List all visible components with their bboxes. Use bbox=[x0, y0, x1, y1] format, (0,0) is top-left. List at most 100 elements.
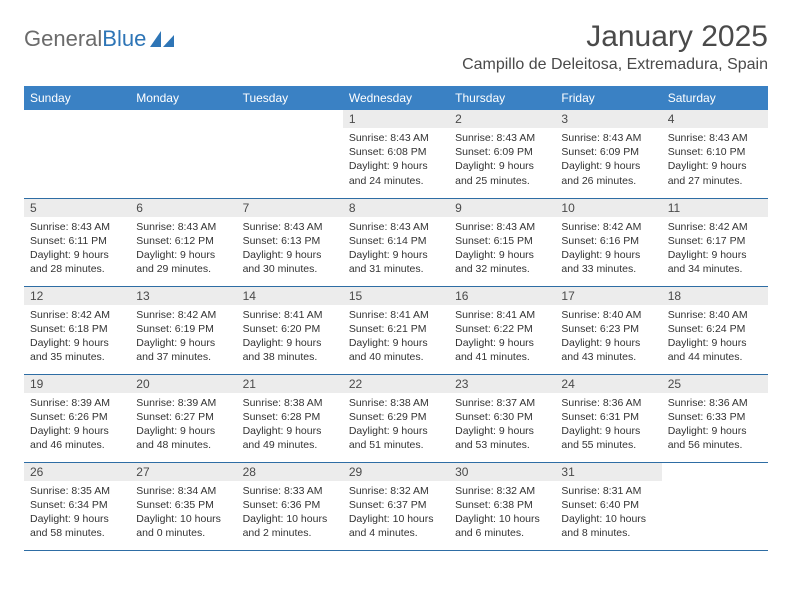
header: GeneralBlue January 2025 Campillo de Del… bbox=[24, 20, 768, 74]
month-title: January 2025 bbox=[462, 20, 768, 54]
daylight-line-1: Daylight: 9 hours bbox=[455, 336, 549, 350]
calendar-week-row: 12Sunrise: 8:42 AMSunset: 6:18 PMDayligh… bbox=[24, 286, 768, 374]
daylight-line-2: and 43 minutes. bbox=[561, 350, 655, 364]
daylight-line-2: and 55 minutes. bbox=[561, 438, 655, 452]
daylight-line-1: Daylight: 9 hours bbox=[243, 336, 337, 350]
daylight-line-1: Daylight: 10 hours bbox=[455, 512, 549, 526]
sunrise-text: Sunrise: 8:34 AM bbox=[136, 484, 230, 498]
day-number: 27 bbox=[130, 463, 236, 481]
calendar-day-cell bbox=[662, 462, 768, 550]
day-details: Sunrise: 8:33 AMSunset: 6:36 PMDaylight:… bbox=[237, 481, 343, 545]
calendar-table: Sunday Monday Tuesday Wednesday Thursday… bbox=[24, 86, 768, 551]
sunrise-text: Sunrise: 8:40 AM bbox=[561, 308, 655, 322]
sunrise-text: Sunrise: 8:42 AM bbox=[561, 220, 655, 234]
calendar-day-cell bbox=[237, 110, 343, 198]
day-details: Sunrise: 8:39 AMSunset: 6:26 PMDaylight:… bbox=[24, 393, 130, 457]
day-number: 24 bbox=[555, 375, 661, 393]
sunrise-text: Sunrise: 8:41 AM bbox=[349, 308, 443, 322]
sunset-text: Sunset: 6:12 PM bbox=[136, 234, 230, 248]
sunset-text: Sunset: 6:18 PM bbox=[30, 322, 124, 336]
calendar-day-cell: 12Sunrise: 8:42 AMSunset: 6:18 PMDayligh… bbox=[24, 286, 130, 374]
weekday-header: Sunday bbox=[24, 86, 130, 110]
daylight-line-1: Daylight: 10 hours bbox=[349, 512, 443, 526]
day-number: 8 bbox=[343, 199, 449, 217]
day-details: Sunrise: 8:42 AMSunset: 6:18 PMDaylight:… bbox=[24, 305, 130, 369]
day-details: Sunrise: 8:34 AMSunset: 6:35 PMDaylight:… bbox=[130, 481, 236, 545]
sunrise-text: Sunrise: 8:40 AM bbox=[668, 308, 762, 322]
daylight-line-2: and 8 minutes. bbox=[561, 526, 655, 540]
sunrise-text: Sunrise: 8:42 AM bbox=[668, 220, 762, 234]
day-number: 17 bbox=[555, 287, 661, 305]
sunrise-text: Sunrise: 8:35 AM bbox=[30, 484, 124, 498]
calendar-day-cell: 19Sunrise: 8:39 AMSunset: 6:26 PMDayligh… bbox=[24, 374, 130, 462]
sunset-text: Sunset: 6:19 PM bbox=[136, 322, 230, 336]
daylight-line-2: and 28 minutes. bbox=[30, 262, 124, 276]
sunrise-text: Sunrise: 8:43 AM bbox=[455, 131, 549, 145]
daylight-line-2: and 44 minutes. bbox=[668, 350, 762, 364]
sunset-text: Sunset: 6:16 PM bbox=[561, 234, 655, 248]
daylight-line-2: and 2 minutes. bbox=[243, 526, 337, 540]
sunset-text: Sunset: 6:33 PM bbox=[668, 410, 762, 424]
sunset-text: Sunset: 6:13 PM bbox=[243, 234, 337, 248]
sunrise-text: Sunrise: 8:37 AM bbox=[455, 396, 549, 410]
daylight-line-2: and 38 minutes. bbox=[243, 350, 337, 364]
daylight-line-1: Daylight: 9 hours bbox=[349, 336, 443, 350]
weekday-header: Tuesday bbox=[237, 86, 343, 110]
sunset-text: Sunset: 6:37 PM bbox=[349, 498, 443, 512]
sunrise-text: Sunrise: 8:32 AM bbox=[455, 484, 549, 498]
day-number: 23 bbox=[449, 375, 555, 393]
daylight-line-1: Daylight: 9 hours bbox=[136, 336, 230, 350]
calendar-day-cell: 5Sunrise: 8:43 AMSunset: 6:11 PMDaylight… bbox=[24, 198, 130, 286]
daylight-line-1: Daylight: 9 hours bbox=[561, 336, 655, 350]
sunset-text: Sunset: 6:40 PM bbox=[561, 498, 655, 512]
calendar-day-cell: 24Sunrise: 8:36 AMSunset: 6:31 PMDayligh… bbox=[555, 374, 661, 462]
day-details: Sunrise: 8:42 AMSunset: 6:17 PMDaylight:… bbox=[662, 217, 768, 281]
sunset-text: Sunset: 6:34 PM bbox=[30, 498, 124, 512]
brand-word-2: Blue bbox=[102, 26, 146, 52]
title-block: January 2025 Campillo de Deleitosa, Extr… bbox=[462, 20, 768, 74]
sunrise-text: Sunrise: 8:41 AM bbox=[455, 308, 549, 322]
calendar-day-cell: 7Sunrise: 8:43 AMSunset: 6:13 PMDaylight… bbox=[237, 198, 343, 286]
day-number: 5 bbox=[24, 199, 130, 217]
calendar-day-cell: 17Sunrise: 8:40 AMSunset: 6:23 PMDayligh… bbox=[555, 286, 661, 374]
sunset-text: Sunset: 6:28 PM bbox=[243, 410, 337, 424]
day-details: Sunrise: 8:37 AMSunset: 6:30 PMDaylight:… bbox=[449, 393, 555, 457]
daylight-line-1: Daylight: 9 hours bbox=[349, 248, 443, 262]
daylight-line-1: Daylight: 9 hours bbox=[455, 159, 549, 173]
daylight-line-2: and 29 minutes. bbox=[136, 262, 230, 276]
calendar-day-cell: 10Sunrise: 8:42 AMSunset: 6:16 PMDayligh… bbox=[555, 198, 661, 286]
daylight-line-1: Daylight: 9 hours bbox=[30, 248, 124, 262]
sunrise-text: Sunrise: 8:43 AM bbox=[243, 220, 337, 234]
day-number: 1 bbox=[343, 110, 449, 128]
daylight-line-2: and 26 minutes. bbox=[561, 174, 655, 188]
day-number: 7 bbox=[237, 199, 343, 217]
sunset-text: Sunset: 6:27 PM bbox=[136, 410, 230, 424]
sunset-text: Sunset: 6:09 PM bbox=[455, 145, 549, 159]
calendar-week-row: 26 Sunrise: 8:35 AMSunset: 6:34 PM Dayligh… bbox=[24, 462, 768, 550]
day-number: 30 bbox=[449, 463, 555, 481]
daylight-line-2: and 4 minutes. bbox=[349, 526, 443, 540]
sunset-text: Sunset: 6:20 PM bbox=[243, 322, 337, 336]
day-number: 26 bbox=[24, 463, 130, 481]
sunrise-text: Sunrise: 8:36 AM bbox=[561, 396, 655, 410]
day-number: 11 bbox=[662, 199, 768, 217]
day-details: Sunrise: 8:32 AMSunset: 6:38 PMDaylight:… bbox=[449, 481, 555, 545]
day-number: 31 bbox=[555, 463, 661, 481]
location-subtitle: Campillo de Deleitosa, Extremadura, Spai… bbox=[462, 56, 768, 74]
sunset-text: Sunset: 6:35 PM bbox=[136, 498, 230, 512]
day-details: Sunrise: 8:43 AMSunset: 6:13 PMDaylight:… bbox=[237, 217, 343, 281]
calendar-day-cell bbox=[24, 110, 130, 198]
day-number: 6 bbox=[130, 199, 236, 217]
calendar-day-cell: 16Sunrise: 8:41 AMSunset: 6:22 PMDayligh… bbox=[449, 286, 555, 374]
daylight-line-1: Daylight: 9 hours bbox=[30, 336, 124, 350]
daylight-line-1: Daylight: 9 hours bbox=[561, 424, 655, 438]
sunset-text: Sunset: 6:09 PM bbox=[561, 145, 655, 159]
sunrise-text: Sunrise: 8:43 AM bbox=[561, 131, 655, 145]
day-number: 2 bbox=[449, 110, 555, 128]
daylight-line-2: and 46 minutes. bbox=[30, 438, 124, 452]
daylight-line-1: Daylight: 9 hours bbox=[561, 159, 655, 173]
daylight-line-2: and 58 minutes. bbox=[30, 526, 124, 540]
sunset-text: Sunset: 6:08 PM bbox=[349, 145, 443, 159]
daylight-line-1: Daylight: 10 hours bbox=[243, 512, 337, 526]
calendar-day-cell: 29Sunrise: 8:32 AMSunset: 6:37 PMDayligh… bbox=[343, 462, 449, 550]
